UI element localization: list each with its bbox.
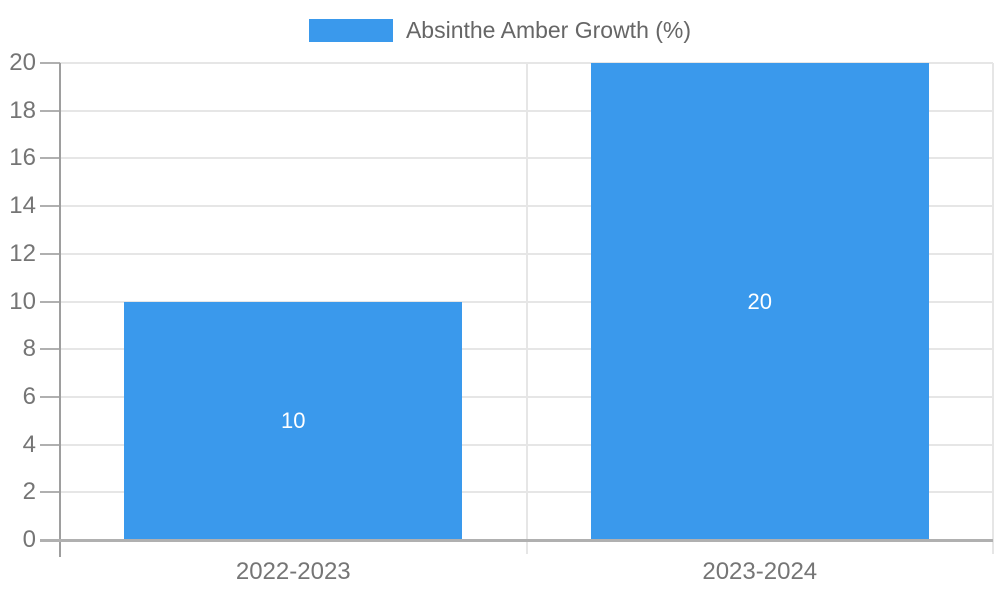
y-tick-label: 14 xyxy=(9,192,36,220)
y-tick-label: 0 xyxy=(22,526,36,553)
bar-value-label: 10 xyxy=(281,407,306,433)
legend[interactable]: Absinthe Amber Growth (%) xyxy=(0,17,1000,44)
y-tick-label: 18 xyxy=(9,96,36,124)
y-tick-mark xyxy=(40,252,60,255)
y-tick-mark xyxy=(40,443,60,446)
bar-2023-2024[interactable]: 20 xyxy=(590,63,929,540)
bar-2022-2023[interactable]: 10 xyxy=(124,301,463,540)
y-tick-mark xyxy=(40,395,60,398)
x-axis-line xyxy=(40,539,993,542)
y-tick-mark xyxy=(40,205,60,208)
y-tick-mark xyxy=(40,157,60,160)
y-tick-label: 4 xyxy=(22,430,36,458)
y-tick-mark xyxy=(40,109,60,112)
category-divider xyxy=(992,63,994,554)
y-tick-label: 16 xyxy=(9,144,36,172)
legend-swatch xyxy=(308,19,393,42)
y-tick-mark xyxy=(40,62,60,64)
legend-label: Absinthe Amber Growth (%) xyxy=(405,17,692,43)
category-divider xyxy=(525,63,528,554)
y-tick-label: 10 xyxy=(9,287,36,315)
y-tick-label: 12 xyxy=(9,239,36,267)
bar-value-label: 20 xyxy=(747,288,772,314)
y-tick-label: 6 xyxy=(22,382,36,410)
plot-area: 10 20 xyxy=(60,62,994,554)
y-tick-mark xyxy=(40,491,60,494)
x-category-label: 2022-2023 xyxy=(235,558,351,585)
x-category-label: 2023-2024 xyxy=(702,558,818,585)
y-tick-label: 20 xyxy=(9,49,36,76)
y-axis-line xyxy=(59,63,61,557)
y-tick-label: 8 xyxy=(22,335,36,363)
y-tick-label: 2 xyxy=(22,478,36,506)
y-tick-mark xyxy=(40,300,60,303)
y-tick-mark xyxy=(40,348,60,351)
